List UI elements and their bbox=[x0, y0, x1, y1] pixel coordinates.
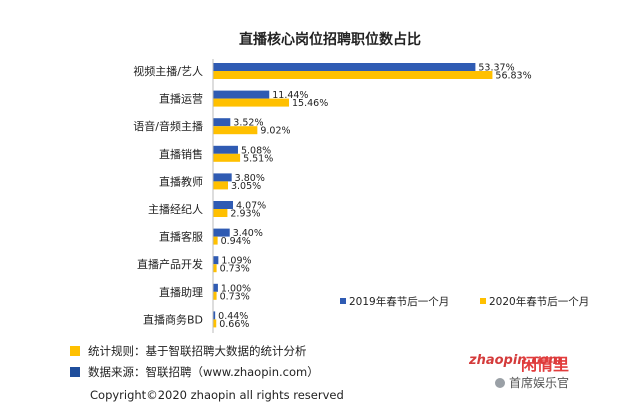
bar bbox=[213, 90, 270, 99]
bar bbox=[213, 118, 231, 127]
chart-title: 直播核心岗位招聘职位数占比 bbox=[239, 31, 421, 48]
copyright-text: Copyright©2020 zhaopin all rights reserv… bbox=[90, 388, 344, 402]
bar-value-label: 3.05% bbox=[231, 181, 261, 192]
bar bbox=[213, 63, 476, 71]
bar-value-label: 9.02% bbox=[260, 126, 290, 137]
legend-swatch bbox=[480, 298, 486, 304]
category-label: 直播销售 bbox=[159, 147, 203, 161]
brand-red-mark: 闲情里 bbox=[521, 355, 570, 374]
data-source-marker bbox=[70, 367, 80, 377]
bar-value-label: 4.07% bbox=[236, 201, 266, 212]
category-label: 直播教师 bbox=[159, 174, 203, 188]
category-label: 语音/音频主播 bbox=[133, 119, 203, 133]
bar bbox=[213, 283, 218, 292]
bar-value-label: 3.80% bbox=[235, 173, 265, 184]
bar-value-label: 2.93% bbox=[230, 209, 260, 220]
brand-area: zhaopin.com 闲情里 首席娱乐官 bbox=[461, 353, 601, 401]
bar bbox=[213, 181, 228, 190]
category-label: 视频主播/艺人 bbox=[133, 64, 203, 78]
stat-rule-note: 统计规则：基于智联招聘大数据的统计分析 bbox=[70, 343, 307, 359]
watermark: 首席娱乐官 bbox=[491, 373, 574, 392]
bar bbox=[213, 153, 241, 162]
bar bbox=[213, 126, 258, 135]
bar bbox=[213, 98, 290, 107]
bar bbox=[213, 173, 232, 182]
bar bbox=[213, 71, 493, 79]
stat-rule-text: 统计规则：基于智联招聘大数据的统计分析 bbox=[88, 344, 307, 358]
bar-value-label: 53.37% bbox=[478, 63, 514, 74]
category-label: 直播助理 bbox=[159, 285, 203, 299]
bar bbox=[213, 228, 230, 237]
bar-value-label: 0.66% bbox=[219, 319, 249, 330]
wechat-icon bbox=[495, 377, 505, 388]
bar-value-label: 56.83% bbox=[495, 71, 531, 82]
bar-value-label: 0.73% bbox=[220, 291, 250, 302]
data-source-note: 数据来源：智联招聘（www.zhaopin.com） bbox=[70, 364, 319, 380]
category-label: 直播商务BD bbox=[143, 312, 203, 326]
bar-value-label: 0.94% bbox=[221, 236, 251, 247]
bar-value-label: 5.08% bbox=[241, 145, 271, 156]
legend-label: 2020年春节后一个月 bbox=[489, 295, 589, 308]
zhaopin-logo: zhaopin.com bbox=[469, 353, 562, 368]
bar-value-label: 1.09% bbox=[221, 256, 251, 267]
bar-value-label: 11.44% bbox=[272, 90, 308, 101]
bar bbox=[213, 319, 217, 328]
legend-swatch bbox=[340, 298, 346, 304]
bar-value-label: 0.44% bbox=[218, 311, 248, 322]
bar bbox=[213, 236, 218, 245]
bar-value-label: 3.52% bbox=[233, 118, 263, 129]
stat-rule-marker bbox=[70, 346, 80, 356]
bar bbox=[213, 264, 217, 273]
bar bbox=[213, 145, 238, 154]
legend-label: 2019年春节后一个月 bbox=[349, 295, 449, 308]
bar-value-label: 0.73% bbox=[220, 264, 250, 275]
bar bbox=[213, 291, 217, 300]
category-label: 直播产品开发 bbox=[137, 257, 203, 271]
data-source-text: 数据来源：智联招聘（www.zhaopin.com） bbox=[88, 365, 319, 379]
bar-value-label: 1.00% bbox=[221, 283, 251, 294]
bar bbox=[213, 201, 234, 209]
category-label: 直播运营 bbox=[159, 92, 203, 106]
bar-value-label: 15.46% bbox=[292, 98, 328, 109]
category-label: 主播经纪人 bbox=[148, 202, 203, 216]
bar-value-label: 3.40% bbox=[233, 228, 263, 239]
bar bbox=[213, 311, 216, 320]
watermark-text: 首席娱乐官 bbox=[509, 376, 570, 390]
bar bbox=[213, 209, 228, 217]
category-label: 直播客服 bbox=[159, 230, 203, 244]
bar bbox=[213, 256, 219, 265]
bar-value-label: 5.51% bbox=[243, 153, 273, 164]
